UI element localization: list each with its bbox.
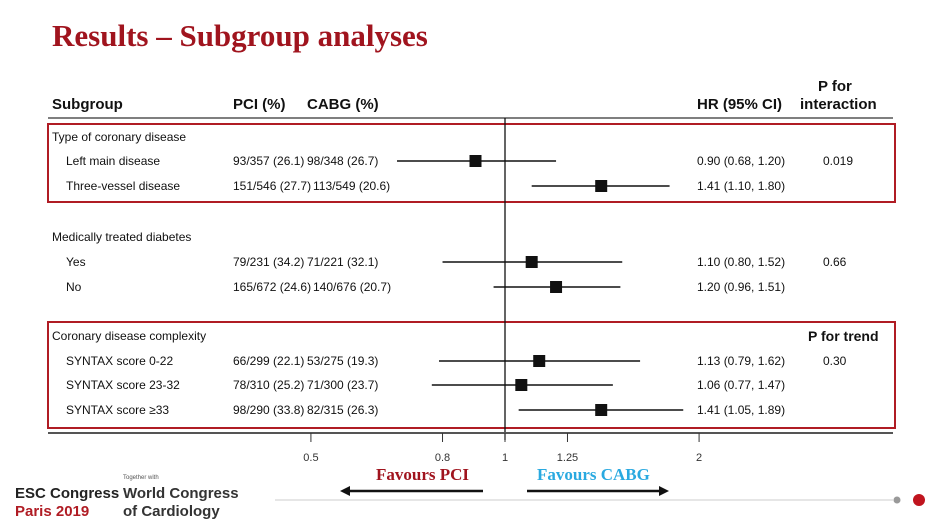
row-label: Left main disease: [66, 154, 161, 168]
row-cabg-value: 53/275 (19.3): [307, 354, 379, 368]
arrow-head-left: [340, 486, 350, 496]
row-label: No: [66, 280, 82, 294]
x-tick-label: 2: [696, 452, 702, 464]
row-pci-value: 78/310 (25.2): [233, 378, 305, 392]
header-subgroup: Subgroup: [52, 96, 123, 113]
row-cabg-value: 71/300 (23.7): [307, 378, 379, 392]
hr-marker: [515, 379, 528, 391]
group-heading: Medically treated diabetes: [52, 230, 192, 244]
header-cabg: CABG (%): [307, 96, 379, 113]
hr-marker: [595, 180, 608, 192]
slide-title: Results – Subgroup analyses: [52, 18, 428, 53]
hr-marker: [533, 355, 546, 367]
row-hr-ci: 1.20 (0.96, 1.51): [697, 280, 786, 294]
row-label: SYNTAX score ≥33: [66, 403, 170, 417]
footer-dot-red: [913, 494, 925, 506]
row-cabg-value: 71/221 (32.1): [307, 255, 379, 269]
p-for-trend-label: P for trend: [808, 328, 879, 344]
highlight-box-coronary-type: [47, 123, 896, 203]
row-cabg-value: 98/348 (26.7): [307, 154, 379, 168]
row-pci-value: 93/357 (26.1): [233, 154, 305, 168]
row-p-value: 0.30: [823, 354, 847, 368]
x-tick-label: 0.5: [303, 452, 318, 464]
favours-pci-label: Favours PCI: [376, 465, 470, 484]
hr-marker: [550, 281, 563, 293]
row-hr-ci: 1.10 (0.80, 1.52): [697, 255, 786, 269]
row-cabg-value: 82/315 (26.3): [307, 403, 379, 417]
header-p-line1: P for: [818, 78, 852, 95]
row-hr-ci: 1.06 (0.77, 1.47): [697, 378, 786, 392]
arrow-head-right: [659, 486, 669, 496]
header-p-line2: interaction: [800, 96, 877, 113]
together-with-label: Together with: [123, 475, 159, 481]
row-cabg-value: 113/549 (20.6): [313, 179, 391, 193]
wcc-logo-line1: World Congress: [123, 485, 239, 502]
header-pci: PCI (%): [233, 96, 286, 113]
wcc-logo-line2: of Cardiology: [123, 503, 220, 520]
highlight-box-complexity: [47, 321, 896, 429]
row-p-value: 0.019: [823, 154, 854, 168]
favours-cabg-label: Favours CABG: [537, 465, 650, 484]
row-hr-ci: 0.90 (0.68, 1.20): [697, 154, 786, 168]
row-p-value: 0.66: [823, 255, 847, 269]
row-hr-ci: 1.41 (1.10, 1.80): [697, 179, 786, 193]
hr-marker: [595, 404, 608, 416]
row-label: Three-vessel disease: [66, 179, 181, 193]
row-cabg-value: 140/676 (20.7): [313, 280, 392, 294]
row-hr-ci: 1.41 (1.05, 1.89): [697, 403, 786, 417]
row-label: SYNTAX score 23-32: [66, 378, 180, 392]
group-heading: Type of coronary disease: [52, 130, 187, 144]
hr-marker: [469, 155, 482, 167]
row-label: Yes: [66, 255, 86, 269]
row-pci-value: 79/231 (34.2): [233, 255, 305, 269]
row-pci-value: 98/290 (33.8): [233, 403, 305, 417]
esc-logo-line1: ESC Congress: [15, 485, 120, 502]
row-pci-value: 66/299 (22.1): [233, 354, 305, 368]
header-hr: HR (95% CI): [697, 96, 783, 113]
esc-logo-line2: Paris 2019: [15, 503, 90, 520]
row-pci-value: 151/546 (27.7): [233, 179, 312, 193]
row-hr-ci: 1.13 (0.79, 1.62): [697, 354, 786, 368]
group-heading: Coronary disease complexity: [52, 329, 207, 343]
row-pci-value: 165/672 (24.6): [233, 280, 312, 294]
footer-dot-grey: [893, 496, 901, 504]
x-tick-label: 0.8: [435, 452, 450, 464]
row-label: SYNTAX score 0-22: [66, 354, 174, 368]
hr-marker: [525, 256, 538, 268]
x-tick-label: 1: [502, 452, 508, 464]
x-tick-label: 1.25: [557, 452, 578, 464]
